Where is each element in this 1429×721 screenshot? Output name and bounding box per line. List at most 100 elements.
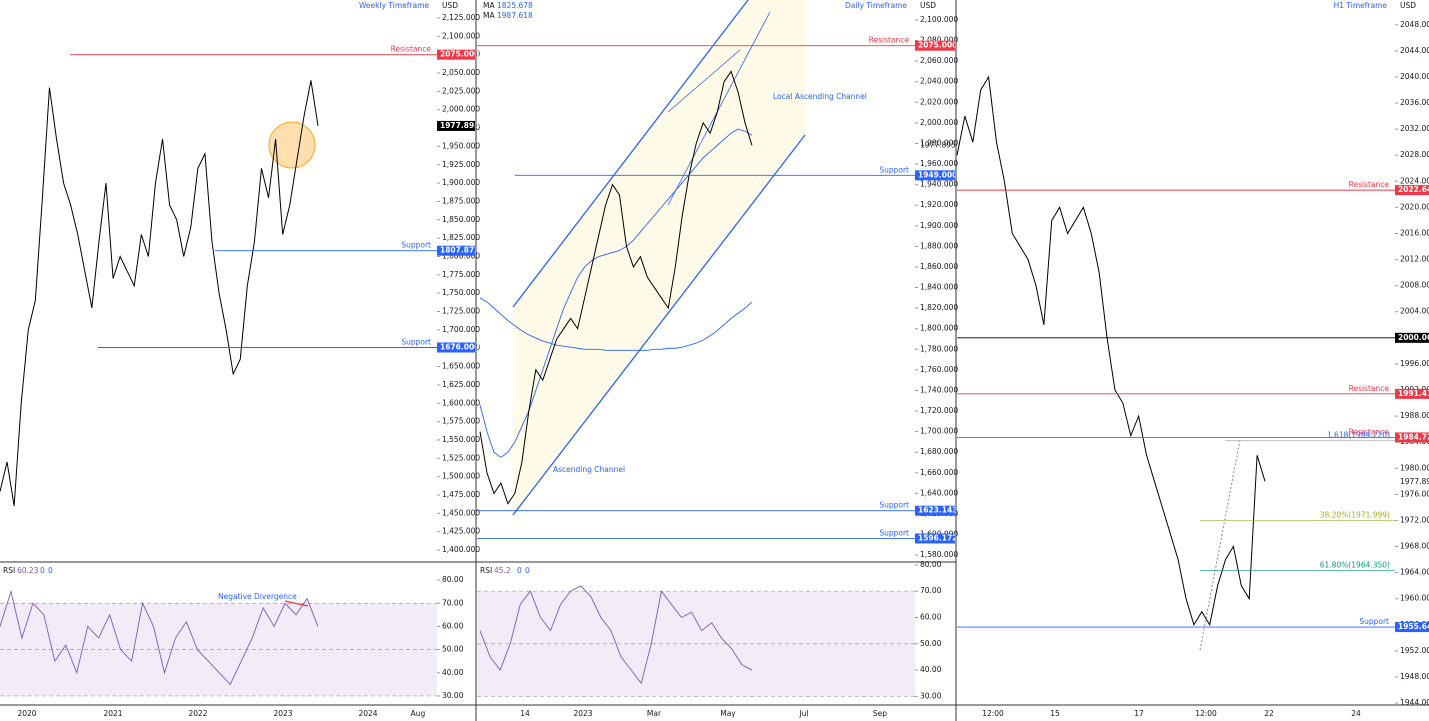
ma-label: MA — [483, 1, 495, 10]
rsi-tick-label: 30.00 — [920, 691, 942, 700]
x-tick-label: 2022 — [188, 709, 207, 718]
y-tick-label: 1980.000 — [1400, 463, 1429, 472]
local-channel-line — [667, 11, 771, 206]
rsi-tick-label: 80.00 — [920, 560, 942, 569]
y-tick-label: 1,700.000 — [442, 325, 480, 334]
level-label: 1949.000 — [918, 170, 957, 179]
level-box — [915, 40, 955, 51]
y-tick-label: 1,920.000 — [920, 200, 958, 209]
y-tick-label: 2,020.000 — [920, 97, 958, 106]
level-label: 2022.649 — [1398, 185, 1429, 194]
channel-shade — [513, 0, 805, 515]
level-label: 1623.143 — [918, 506, 957, 515]
level-box — [915, 533, 955, 544]
level-name: Support — [1359, 617, 1389, 626]
y-tick-label: 1996.000 — [1400, 359, 1429, 368]
y-tick-label: 1,875.000 — [442, 196, 480, 205]
rsi-tick-label: 70.00 — [442, 598, 464, 607]
rsi-tick-label: 50.00 — [442, 645, 464, 654]
y-tick-label: 1964.000 — [1400, 568, 1429, 577]
panel-title: H1 Timeframe — [1334, 1, 1388, 10]
y-tick-label: 2,000.000 — [920, 118, 958, 127]
x-tick-label: Sep — [873, 709, 887, 718]
y-tick-label: 2,080.000 — [920, 36, 958, 45]
ma-label: MA — [483, 11, 495, 20]
y-tick-label: 1944.000 — [1400, 698, 1429, 707]
price-line — [956, 75, 1266, 627]
y-tick-label: 1,880.000 — [920, 241, 958, 250]
y-tick-label: 1,960.000 — [920, 159, 958, 168]
level-box — [915, 505, 955, 516]
y-tick-label: 2,100.000 — [442, 31, 480, 40]
channel-line — [512, 0, 749, 308]
level-box — [437, 342, 475, 353]
x-tick-label: 15 — [1050, 709, 1060, 718]
ma-value: 1987.618 — [497, 11, 533, 20]
y-tick-label: 1,450.000 — [442, 508, 480, 517]
y-tick-label: 2028.000 — [1400, 150, 1429, 159]
y-tick-label: 2012.000 — [1400, 255, 1429, 264]
y-tick-label: 2024.000 — [1400, 176, 1429, 185]
x-tick-label: 24 — [1351, 709, 1361, 718]
y-tick-label: 1,775.000 — [442, 270, 480, 279]
divergence-line — [284, 600, 309, 607]
y-tick-label: 1,820.000 — [920, 303, 958, 312]
y-tick-label: 2004.000 — [1400, 307, 1429, 316]
y-tick-label: 2,000.000 — [442, 105, 480, 114]
y-tick-label: 1,425.000 — [442, 527, 480, 536]
y-tick-label: 1,720.000 — [920, 406, 958, 415]
rsi-tick-label: 60.00 — [920, 612, 942, 621]
level-label: 1984.726 — [1398, 432, 1429, 441]
rsi-tick-label: 60.00 — [442, 621, 464, 630]
x-tick-label: 12:00 — [982, 709, 1004, 718]
y-tick-label: 1,640.000 — [920, 488, 958, 497]
y-tick-label: 2036.000 — [1400, 98, 1429, 107]
level-box — [437, 49, 475, 60]
y-tick-label: 1,600.000 — [442, 398, 480, 407]
y-tick-label: 1,925.000 — [442, 160, 480, 169]
level-name: Support — [879, 528, 909, 537]
level-name: Resistance — [869, 36, 910, 45]
fib-label: 1.618(1984.220) — [1327, 431, 1390, 440]
y-tick-label: 1,950.000 — [442, 141, 480, 150]
y-tick-label: 2,125.000 — [442, 13, 480, 22]
y-tick-label: 1,740.000 — [920, 385, 958, 394]
y-tick-label: 2044.000 — [1400, 46, 1429, 55]
rsi-param: 0 — [517, 566, 522, 575]
annotation: Ascending Channel — [553, 465, 625, 474]
y-tick-label: 1972.000 — [1400, 515, 1429, 524]
rsi-param: 0 — [525, 566, 530, 575]
x-tick-label: 14 — [520, 709, 530, 718]
level-box — [1395, 432, 1429, 443]
rsi-tick-label: 80.00 — [442, 575, 464, 584]
rsi-line — [479, 585, 753, 685]
highlight-circle — [268, 121, 316, 169]
x-tick-label: Aug — [411, 709, 426, 718]
local-channel-line — [667, 49, 741, 113]
fib-label: 61.80%(1964.350) — [1320, 560, 1390, 569]
x-tick-label: 22 — [1264, 709, 1274, 718]
x-tick-label: 2023 — [573, 709, 592, 718]
panel-title: Daily Timeframe — [845, 1, 907, 10]
level-box — [1395, 622, 1429, 633]
y-tick-label: 1,760.000 — [920, 365, 958, 374]
y-tick-label: 1988.000 — [1400, 411, 1429, 420]
y-tick-label: 2040.000 — [1400, 72, 1429, 81]
y-tick-label: 1,900.000 — [442, 178, 480, 187]
y-tick-label: 1,800.000 — [442, 251, 480, 260]
currency-label: USD — [1400, 1, 1416, 10]
ma-value: 1825.678 — [497, 1, 533, 10]
level-label: 2000.000 — [1398, 333, 1429, 342]
rsi-label: RSI — [3, 566, 15, 575]
level-box — [1395, 332, 1429, 343]
level-name: Support — [879, 501, 909, 510]
y-tick-label: 1,550.000 — [442, 435, 480, 444]
y-tick-label: 1,825.000 — [442, 233, 480, 242]
x-tick-label: 17 — [1134, 709, 1144, 718]
rsi-tick-label: 40.00 — [920, 665, 942, 674]
x-tick-label: 2023 — [273, 709, 292, 718]
level-label: 2075.000 — [918, 41, 957, 50]
last-price: 1977.895 — [1400, 477, 1429, 486]
